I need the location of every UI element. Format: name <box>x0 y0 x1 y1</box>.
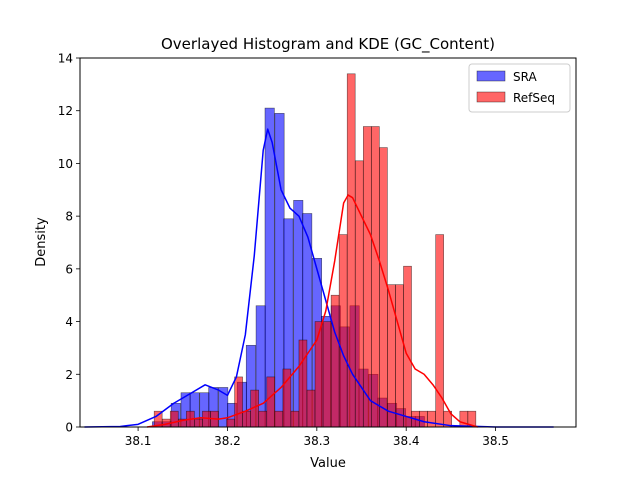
kde-curves <box>84 128 554 428</box>
y-tick-label: 2 <box>65 368 73 382</box>
legend-label-sra: SRA <box>513 70 537 84</box>
histogram-bar <box>266 376 276 428</box>
histogram-bars <box>152 73 477 428</box>
histogram-bar <box>330 294 340 428</box>
histogram-bar <box>346 73 356 428</box>
kde-line-sra <box>84 128 554 428</box>
histogram-bar <box>242 410 251 428</box>
x-tick-label: 38.3 <box>303 434 330 448</box>
series-refseq-bars <box>153 73 477 428</box>
histogram-bar <box>306 389 316 428</box>
legend-swatch-sra <box>476 70 506 82</box>
plot-frame <box>79 57 577 428</box>
histogram-bar <box>387 284 396 428</box>
histogram-bar <box>379 147 388 428</box>
histogram-bar <box>226 418 235 428</box>
chart-title: Overlayed Histogram and KDE (GC_Content) <box>161 35 495 54</box>
histogram-bar <box>194 418 203 428</box>
y-tick-label: 10 <box>58 157 73 171</box>
histogram-bar <box>314 321 324 428</box>
legend-label-refseq: RefSeq <box>513 91 555 105</box>
x-axis-label: Value <box>310 456 346 471</box>
y-tick-label: 6 <box>65 262 73 276</box>
x-tick-label: 38.1 <box>125 434 152 448</box>
histogram-bar <box>290 410 300 428</box>
histogram-bar <box>338 234 348 428</box>
y-tick-label: 14 <box>58 52 73 66</box>
y-tick-label: 4 <box>65 315 73 329</box>
histogram-bar <box>258 410 268 428</box>
histogram-bar <box>427 410 436 428</box>
histogram-bar <box>169 410 179 428</box>
histogram-bar <box>371 126 380 428</box>
histogram-bar <box>459 410 469 428</box>
y-tick-label: 12 <box>58 104 73 118</box>
histogram-bar <box>274 410 284 428</box>
y-axis-label: Density <box>34 217 49 267</box>
x-tick-label: 38.5 <box>482 434 509 448</box>
y-tick-label: 0 <box>65 421 73 435</box>
kde-line-refseq <box>146 194 478 428</box>
legend: SRA RefSeq <box>468 63 571 113</box>
histogram-bar <box>395 284 404 428</box>
y-axis: 0 2 4 6 8 10 12 14 <box>58 52 80 435</box>
x-tick-label: 38.4 <box>393 434 420 448</box>
histogram-bar <box>234 376 243 428</box>
x-axis: 38.1 38.2 38.3 38.4 38.5 <box>125 427 509 448</box>
histogram-bar <box>322 321 332 428</box>
y-tick-label: 8 <box>65 210 73 224</box>
histogram-bar <box>362 126 372 428</box>
histogram-bar <box>419 410 428 428</box>
histogram-bar <box>298 339 308 428</box>
legend-swatch-refseq <box>476 91 506 103</box>
x-tick-label: 38.2 <box>214 434 241 448</box>
